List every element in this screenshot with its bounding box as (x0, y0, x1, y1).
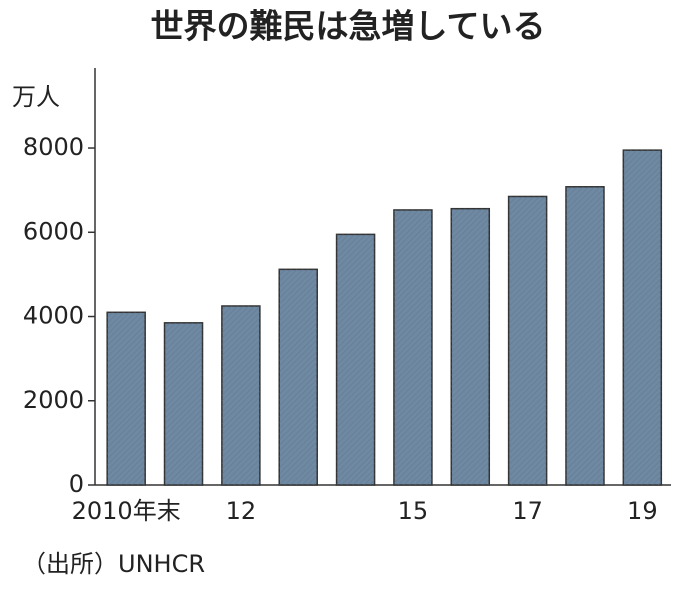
y-tick-label: 0 (69, 470, 84, 498)
x-tick-label: 2010年末 (72, 497, 181, 525)
chart-title: 世界の難民は急増している (150, 7, 545, 46)
bar-texture (451, 208, 490, 485)
bar-texture (508, 196, 547, 485)
x-tick-label: 19 (627, 497, 658, 525)
source: （出所）UNHCR (22, 550, 205, 578)
y-axis-unit: 万人 (12, 83, 60, 111)
y-tick-label: 2000 (23, 386, 84, 414)
y-tick-label: 4000 (23, 302, 84, 330)
bar-texture (221, 305, 260, 485)
x-tick-label: 17 (512, 497, 543, 525)
x-tick-label: 12 (226, 497, 257, 525)
y-tick-label: 6000 (23, 217, 84, 245)
bar-texture (393, 209, 432, 485)
y-tick-label: 8000 (23, 133, 84, 161)
bar-texture (336, 234, 375, 485)
bar-texture (279, 269, 318, 485)
bar-texture (565, 186, 604, 486)
bar-texture (164, 322, 203, 485)
bar-texture (623, 150, 662, 486)
x-tick-label: 15 (398, 497, 429, 525)
bar-texture (107, 312, 146, 485)
